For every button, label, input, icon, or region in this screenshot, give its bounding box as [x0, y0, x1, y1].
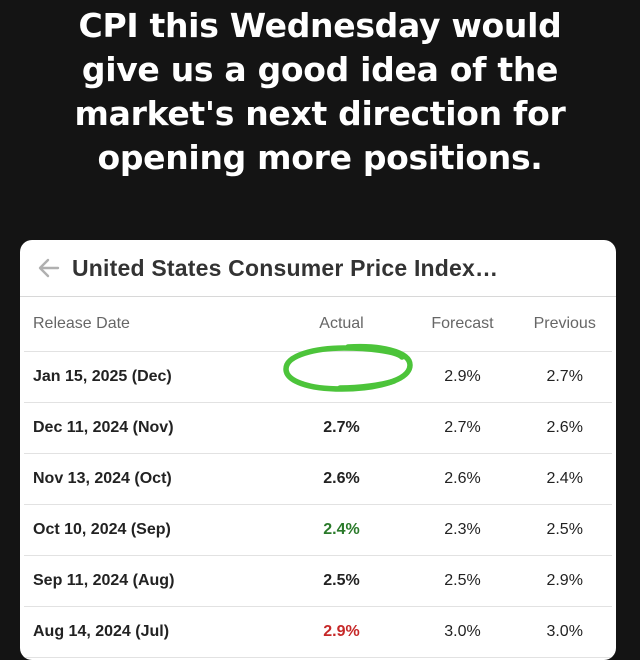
- forecast-cell: 2.6%: [407, 453, 518, 505]
- release-date-cell: Sep 11, 2024 (Aug): [24, 555, 276, 607]
- cpi-table: Release Date Actual Forecast Previous Ja…: [24, 297, 612, 658]
- actual-cell: 2.4%: [275, 504, 408, 556]
- table-row[interactable]: Jan 15, 2025 (Dec) 2.9% 2.7%: [24, 351, 612, 403]
- forecast-cell: 2.3%: [407, 504, 518, 556]
- actual-cell: 2.9%: [275, 606, 408, 658]
- previous-cell: 2.4%: [517, 453, 612, 505]
- actual-cell: [275, 351, 408, 403]
- table-row[interactable]: Aug 14, 2024 (Jul) 2.9% 3.0% 3.0%: [24, 606, 612, 658]
- cpi-card: United States Consumer Price Index… Rele…: [20, 240, 616, 660]
- previous-cell: 2.5%: [517, 504, 612, 556]
- caption-line: CPI this Wednesday would: [78, 6, 562, 45]
- actual-cell: 2.6%: [275, 453, 408, 505]
- table-header-row: Release Date Actual Forecast Previous: [24, 297, 612, 352]
- header-actual[interactable]: Actual: [275, 297, 408, 352]
- caption-line: give us a good idea of the: [81, 50, 559, 89]
- release-date-cell: Jan 15, 2025 (Dec): [24, 351, 276, 403]
- release-date-cell: Oct 10, 2024 (Sep): [24, 504, 276, 556]
- caption-text: CPI this Wednesday would give us a good …: [0, 0, 640, 180]
- card-title: United States Consumer Price Index…: [72, 254, 499, 281]
- previous-cell: 2.9%: [517, 555, 612, 607]
- actual-cell: 2.7%: [275, 402, 408, 454]
- table-row[interactable]: Sep 11, 2024 (Aug) 2.5% 2.5% 2.9%: [24, 555, 612, 607]
- forecast-cell: 3.0%: [407, 606, 518, 658]
- release-date-cell: Aug 14, 2024 (Jul): [24, 606, 276, 658]
- actual-cell: 2.5%: [275, 555, 408, 607]
- forecast-cell: 2.9%: [407, 351, 518, 403]
- forecast-cell: 2.5%: [407, 555, 518, 607]
- card-header: United States Consumer Price Index…: [20, 240, 616, 297]
- caption-line: opening more positions.: [97, 138, 543, 177]
- arrow-left-icon[interactable]: [36, 254, 64, 282]
- header-previous[interactable]: Previous: [517, 297, 612, 352]
- caption-line: market's next direction for: [74, 94, 566, 133]
- header-forecast[interactable]: Forecast: [407, 297, 518, 352]
- table-row[interactable]: Nov 13, 2024 (Oct) 2.6% 2.6% 2.4%: [24, 453, 612, 505]
- table-row[interactable]: Dec 11, 2024 (Nov) 2.7% 2.7% 2.6%: [24, 402, 612, 454]
- previous-cell: 3.0%: [517, 606, 612, 658]
- release-date-cell: Nov 13, 2024 (Oct): [24, 453, 276, 505]
- previous-cell: 2.7%: [517, 351, 612, 403]
- table-row[interactable]: Oct 10, 2024 (Sep) 2.4% 2.3% 2.5%: [24, 504, 612, 556]
- forecast-cell: 2.7%: [407, 402, 518, 454]
- release-date-cell: Dec 11, 2024 (Nov): [24, 402, 276, 454]
- header-release-date[interactable]: Release Date: [24, 297, 276, 352]
- previous-cell: 2.6%: [517, 402, 612, 454]
